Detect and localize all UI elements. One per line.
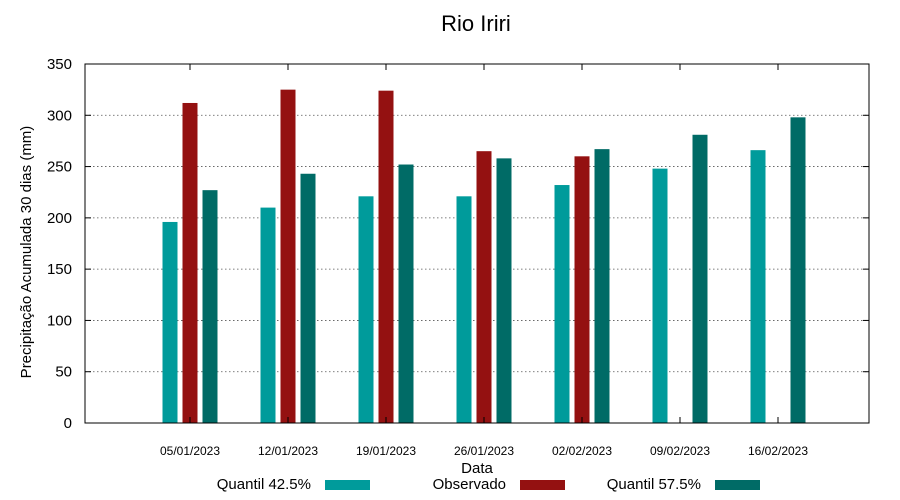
bar-quantil-42-5	[260, 207, 276, 423]
bar-quantil-42-5	[456, 196, 472, 423]
y-tick-label: 300	[47, 107, 72, 124]
bar-quantil-57-5	[594, 149, 610, 424]
x-tick-label: 19/01/2023	[356, 444, 416, 458]
bar-quantil-42-5	[652, 168, 668, 423]
y-tick-label: 100	[47, 312, 72, 329]
legend: Quantil 42.5% Observado Quantil 57.5%	[217, 476, 760, 493]
x-tick-label: 05/01/2023	[160, 444, 220, 458]
x-axis: 05/01/2023 12/01/2023 19/01/2023 26/01/2023…	[160, 64, 808, 458]
legend-swatch	[715, 480, 760, 490]
legend-label: Quantil 57.5%	[607, 476, 701, 493]
bar-quantil-57-5	[692, 134, 708, 423]
y-tick-label: 350	[47, 56, 72, 73]
bar-quantil-57-5	[790, 117, 806, 423]
bar-quantil-57-5	[398, 164, 414, 423]
y-tick-label: 150	[47, 261, 72, 278]
plot-area-frame	[84, 63, 870, 424]
legend-label: Observado	[433, 476, 506, 493]
y-tick-label: 0	[64, 415, 72, 432]
x-tick-label: 16/02/2023	[748, 444, 808, 458]
bar-quantil-57-5	[300, 173, 316, 423]
bar-quantil-57-5	[496, 158, 512, 423]
x-tick-label: 12/01/2023	[258, 444, 318, 458]
bar-quantil-42-5	[554, 185, 570, 423]
bar-quantil-42-5	[750, 150, 766, 423]
y-axis-label: Precipitação Acumulada 30 dias (mm)	[18, 126, 35, 379]
bar-observado	[574, 156, 590, 424]
bar-observado	[280, 89, 296, 424]
legend-label: Quantil 42.5%	[217, 476, 311, 493]
chart-title: Rio Iriri	[441, 11, 511, 36]
x-axis-label: Data	[461, 460, 493, 477]
y-axis: 0 50 100 150 200 250 300 350	[47, 56, 869, 432]
bar-observado	[378, 90, 394, 423]
legend-swatch	[325, 480, 370, 490]
y-tick-label: 250	[47, 159, 72, 176]
y-tick-label: 200	[47, 210, 72, 227]
bars	[162, 89, 806, 424]
y-tick-label: 50	[55, 364, 72, 381]
bar-observado	[182, 102, 198, 423]
legend-swatch	[520, 480, 565, 490]
bar-observado	[476, 151, 492, 423]
bar-quantil-57-5	[202, 190, 218, 423]
x-tick-label: 26/01/2023	[454, 444, 514, 458]
bar-quantil-42-5	[358, 196, 374, 423]
x-tick-label: 09/02/2023	[650, 444, 710, 458]
bar-quantil-42-5	[162, 221, 178, 423]
x-tick-label: 02/02/2023	[552, 444, 612, 458]
